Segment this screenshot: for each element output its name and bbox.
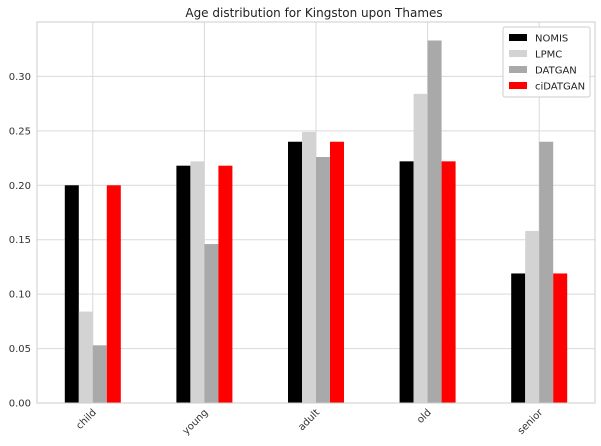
y-axis-ticks: 0.00 0.05 0.10 0.15 0.20 0.25 0.30	[9, 72, 31, 410]
x-tick-label: adult	[296, 407, 322, 433]
y-tick-label: 0.05	[9, 344, 31, 355]
bar-lpmc	[302, 131, 316, 403]
bar-nomis	[511, 273, 526, 403]
bar-datgan	[539, 141, 554, 403]
x-tick-label: young	[181, 407, 211, 437]
bar-cidatgan	[553, 273, 568, 403]
bar-datgan	[427, 40, 442, 404]
plot-frame	[36, 21, 596, 404]
bar-cidatgan	[106, 185, 121, 403]
bar-lpmc	[525, 231, 540, 403]
y-tick-label: 0.25	[9, 126, 31, 137]
legend: NOMIS LPMC DATGAN ciDATGAN	[502, 26, 591, 98]
bar-lpmc	[78, 311, 93, 403]
legend-swatch-lpmc	[509, 50, 527, 57]
x-tick-label: senior	[516, 407, 546, 437]
y-tick-label: 0.00	[9, 399, 31, 410]
y-tick-label: 0.30	[9, 72, 31, 83]
x-axis-ticks: child young adult old senior	[74, 407, 546, 437]
bar-lpmc	[190, 161, 205, 403]
bar-series	[64, 40, 568, 404]
bar-datgan	[204, 244, 219, 403]
bar-cidatgan	[218, 165, 233, 403]
legend-swatch-datgan	[509, 66, 527, 73]
bar-datgan	[316, 156, 330, 403]
x-tick-label: child	[74, 407, 99, 432]
legend-label: DATGAN	[535, 66, 577, 77]
bar-nomis	[64, 185, 79, 403]
y-tick-label: 0.15	[9, 235, 31, 246]
x-tick-label: old	[415, 407, 434, 426]
legend-label: LPMC	[535, 50, 562, 61]
bar-nomis	[288, 141, 302, 403]
bar-nomis	[399, 161, 414, 403]
legend-label: NOMIS	[535, 34, 568, 45]
legend-box	[502, 26, 591, 98]
bar-nomis	[176, 165, 191, 403]
legend-swatch-cidatgan	[509, 82, 527, 89]
y-tick-label: 0.10	[9, 290, 31, 301]
y-tick-label: 0.20	[9, 181, 31, 192]
bar-lpmc	[413, 93, 428, 404]
bar-cidatgan	[330, 141, 344, 403]
legend-swatch-nomis	[509, 34, 527, 41]
chart-title: Age distribution for Kingston upon Thame…	[185, 6, 442, 20]
legend-label: ciDATGAN	[535, 82, 585, 93]
bar-datgan	[92, 345, 107, 403]
bar-cidatgan	[441, 161, 456, 403]
